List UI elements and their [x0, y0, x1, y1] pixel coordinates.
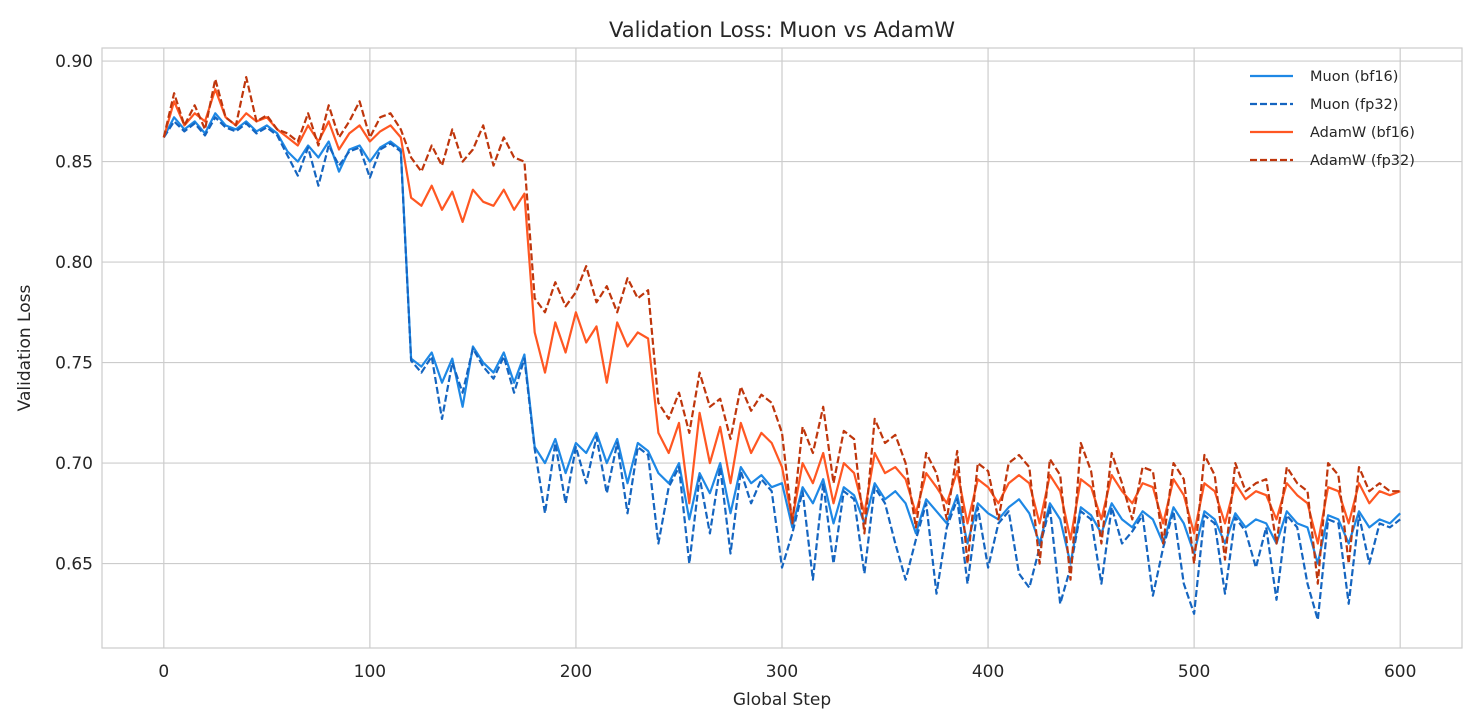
legend-label-muon-bf16: Muon (bf16) [1310, 69, 1398, 85]
x-axis-label: Global Step [733, 690, 831, 710]
x-tick-label: 500 [1178, 662, 1210, 682]
x-tick-label: 400 [972, 662, 1004, 682]
y-tick-label: 0.85 [55, 153, 93, 173]
legend: Muon (bf16) Muon (fp32) AdamW (bf16) AdamW … [1250, 69, 1415, 169]
series-line-muon-fp32 [162, 116, 1401, 621]
x-tick-label: 100 [354, 662, 386, 682]
chart-title: Validation Loss: Muon vs AdamW [609, 18, 955, 42]
x-tick-label: 200 [560, 662, 592, 682]
series-lines [162, 76, 1401, 621]
x-tick-labels: 0 100 200 300 400 500 600 [158, 662, 1416, 682]
x-tick-label: 0 [158, 662, 169, 682]
y-axis-label: Validation Loss [15, 285, 35, 412]
y-tick-labels: 0.65 0.70 0.75 0.80 0.85 0.90 [55, 52, 93, 575]
x-tick-label: 600 [1384, 662, 1416, 682]
legend-label-muon-fp32: Muon (fp32) [1310, 97, 1398, 113]
legend-label-adamw-bf16: AdamW (bf16) [1310, 125, 1415, 141]
series-line-adamw-bf16 [162, 88, 1401, 545]
y-tick-label: 0.90 [55, 52, 93, 72]
legend-label-adamw-fp32: AdamW (fp32) [1310, 153, 1415, 169]
y-tick-label: 0.70 [55, 454, 93, 474]
y-tick-label: 0.75 [55, 354, 93, 374]
plot-frame [101, 47, 1463, 649]
grid [102, 48, 1462, 648]
series-line-muon-bf16 [162, 112, 1401, 565]
y-tick-label: 0.80 [55, 253, 93, 273]
y-tick-label: 0.65 [55, 555, 93, 575]
x-tick-label: 300 [766, 662, 798, 682]
